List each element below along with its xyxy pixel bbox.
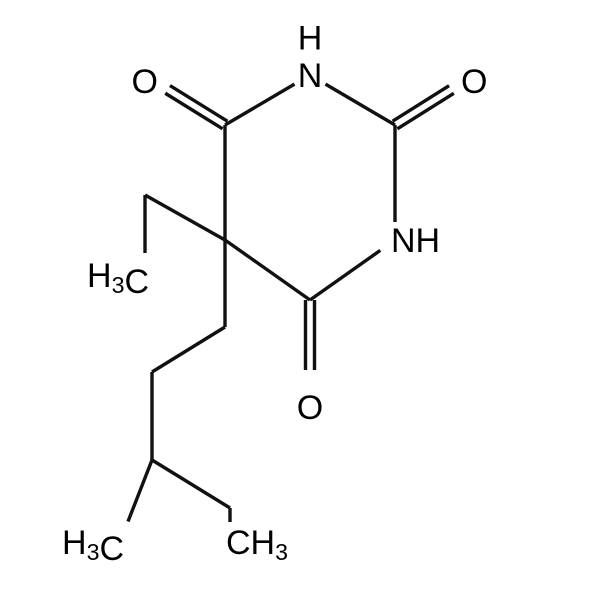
atom-label-O4: O — [297, 389, 323, 427]
atom-label-C14: H3C — [62, 524, 124, 568]
atom-label-O6: O — [132, 63, 158, 101]
atom-label-C13: CH3 — [226, 524, 288, 565]
svg-text:N: N — [298, 57, 323, 95]
chemical-structure-diagram: NH O NH O O H3C CH3 H3C — [0, 0, 600, 600]
atom-label-C8: H3C — [87, 257, 149, 301]
atom-label-N3: NH — [391, 222, 440, 260]
atom-label-O2: O — [461, 63, 487, 101]
atom-label-N1: H — [298, 20, 323, 58]
